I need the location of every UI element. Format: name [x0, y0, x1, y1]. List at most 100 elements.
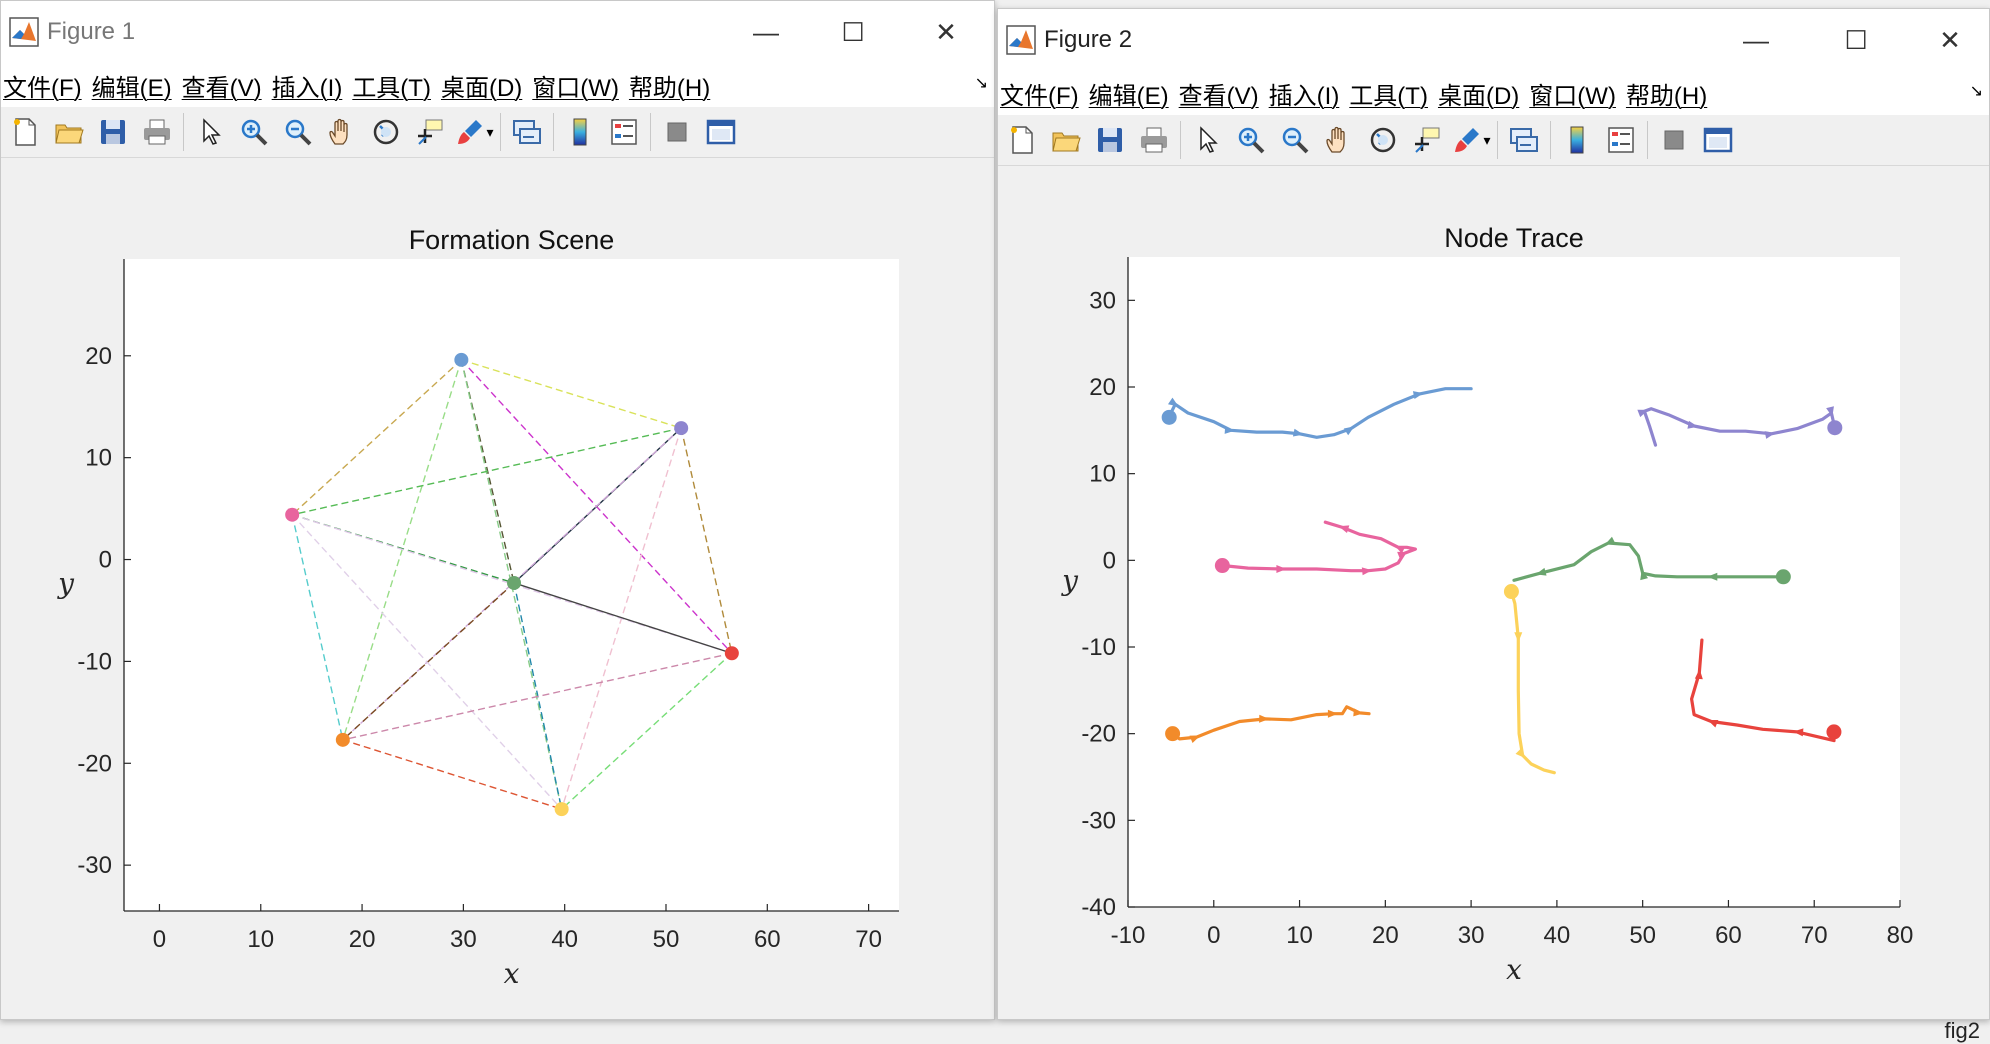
- node-point: [285, 507, 300, 522]
- direction-arrow-icon: [1793, 728, 1804, 737]
- dock-arrow-icon[interactable]: ↘: [1969, 83, 1983, 100]
- zoom-out-icon: [285, 119, 312, 146]
- menu-tools[interactable]: 工具(T): [1349, 82, 1428, 110]
- show-plot-tools-button[interactable]: [1696, 120, 1740, 160]
- rotate-3d-icon: [373, 119, 399, 145]
- open-file-button[interactable]: [1044, 120, 1088, 160]
- menu-view[interactable]: 查看(V): [1178, 82, 1259, 110]
- rotate-3d-button[interactable]: [1361, 120, 1405, 160]
- pan-hand-button[interactable]: [320, 112, 364, 152]
- taskbar-item[interactable]: fig2: [1870, 1018, 1990, 1043]
- colorbar-button[interactable]: [1555, 120, 1599, 160]
- x-tick-label: 10: [247, 926, 274, 953]
- zoom-in-button[interactable]: [1229, 120, 1273, 160]
- x-tick-label: 0: [1207, 922, 1220, 949]
- brush-button[interactable]: ▾: [452, 112, 496, 152]
- zoom-in-button[interactable]: [232, 112, 276, 152]
- y-tick-label: -10: [1081, 634, 1116, 661]
- menu-tools[interactable]: 工具(T): [352, 74, 431, 102]
- x-tick-label: 20: [1372, 922, 1399, 949]
- save-button[interactable]: [91, 112, 135, 152]
- print-button[interactable]: [1132, 120, 1176, 160]
- hide-plot-tools-button[interactable]: [655, 112, 699, 152]
- legend-button[interactable]: [1599, 120, 1643, 160]
- toolbar-separator: [500, 113, 501, 151]
- y-tick-label: -40: [1081, 894, 1116, 921]
- new-figure-icon: [14, 118, 36, 146]
- menu-help[interactable]: 帮助(H): [628, 74, 711, 102]
- brush-button[interactable]: ▾: [1449, 120, 1493, 160]
- dropdown-arrow-icon[interactable]: ▾: [1483, 131, 1491, 148]
- maximize-button[interactable]: ☐: [1844, 24, 1868, 55]
- minimize-button[interactable]: —: [753, 16, 779, 47]
- pan-hand-button[interactable]: [1317, 120, 1361, 160]
- data-cursor-button[interactable]: [408, 112, 452, 152]
- direction-arrow-icon: [1276, 565, 1287, 573]
- pointer-button[interactable]: [188, 112, 232, 152]
- direction-arrow-icon: [1707, 572, 1718, 581]
- link-plot-button[interactable]: [1502, 120, 1546, 160]
- zoom-in-icon: [1238, 127, 1265, 154]
- y-tick-label: 20: [1089, 374, 1116, 401]
- menu-desktop[interactable]: 桌面(D): [1437, 82, 1520, 110]
- trace-start-point: [1503, 584, 1519, 600]
- title-bar[interactable]: Figure 2 — ☐ ✕: [998, 9, 1989, 71]
- toolbar-separator: [1180, 121, 1181, 159]
- x-tick-label: 30: [1458, 922, 1485, 949]
- x-tick-label: 30: [450, 926, 477, 953]
- open-file-button[interactable]: [47, 112, 91, 152]
- menu-insert[interactable]: 插入(I): [1268, 82, 1340, 110]
- link-plot-button[interactable]: [505, 112, 549, 152]
- y-axis-label: y: [1060, 564, 1079, 597]
- link-plot-icon: [513, 120, 541, 144]
- colorbar-icon: [573, 118, 587, 146]
- pointer-button[interactable]: [1185, 120, 1229, 160]
- x-tick-label: 60: [754, 926, 781, 953]
- menu-file[interactable]: 文件(F): [3, 74, 82, 102]
- formation-scene-plot: 0 10 20 30 40 50 60 70 20 10 0 -10 -20 -30 Formation S…: [56, 225, 899, 990]
- edge-line: [342, 739, 562, 810]
- menu-help[interactable]: 帮助(H): [1625, 82, 1708, 110]
- matlab-logo-icon: [1006, 25, 1036, 55]
- edge-line: [561, 652, 733, 810]
- window-title: Figure 1: [47, 18, 136, 45]
- new-figure-button[interactable]: [3, 112, 47, 152]
- data-cursor-button[interactable]: [1405, 120, 1449, 160]
- dropdown-arrow-icon[interactable]: ▾: [486, 123, 494, 140]
- new-figure-button[interactable]: [1000, 120, 1044, 160]
- close-button[interactable]: ✕: [935, 16, 957, 47]
- print-icon: [144, 119, 170, 145]
- print-button[interactable]: [135, 112, 179, 152]
- hide-plot-tools-button[interactable]: [1652, 120, 1696, 160]
- x-tick-label: 50: [653, 926, 680, 953]
- show-plot-tools-button[interactable]: [699, 112, 743, 152]
- node-point: [674, 421, 689, 436]
- x-tick-label: 50: [1629, 922, 1656, 949]
- node-point: [554, 802, 569, 817]
- menu-insert[interactable]: 插入(I): [271, 74, 343, 102]
- figure-2-window: Figure 2 — ☐ ✕ 文件(F) 编辑(E) 查看(V) 插入(I) 工…: [997, 8, 1990, 1020]
- zoom-out-button[interactable]: [276, 112, 320, 152]
- menu-desktop[interactable]: 桌面(D): [440, 74, 523, 102]
- menu-window[interactable]: 窗口(W): [1529, 82, 1616, 110]
- menu-file[interactable]: 文件(F): [1000, 82, 1079, 110]
- direction-arrow-icon: [1604, 536, 1616, 545]
- rotate-3d-button[interactable]: [364, 112, 408, 152]
- title-bar[interactable]: Figure 1 — ☐ ✕: [1, 1, 994, 63]
- menu-edit[interactable]: 编辑(E): [1088, 82, 1169, 110]
- save-button[interactable]: [1088, 120, 1132, 160]
- trace-start-point: [1775, 569, 1791, 585]
- colorbar-button[interactable]: [558, 112, 602, 152]
- menu-edit[interactable]: 编辑(E): [91, 74, 172, 102]
- zoom-out-button[interactable]: [1273, 120, 1317, 160]
- close-button[interactable]: ✕: [1939, 24, 1961, 55]
- menu-window[interactable]: 窗口(W): [532, 74, 619, 102]
- dock-arrow-icon[interactable]: ↘: [974, 75, 988, 92]
- y-axis-label: y: [56, 567, 75, 600]
- zoom-out-icon: [1282, 127, 1309, 154]
- maximize-button[interactable]: ☐: [841, 16, 865, 47]
- menu-view[interactable]: 查看(V): [181, 74, 262, 102]
- data-cursor-icon: [418, 119, 443, 145]
- minimize-button[interactable]: —: [1743, 24, 1769, 55]
- legend-button[interactable]: [602, 112, 646, 152]
